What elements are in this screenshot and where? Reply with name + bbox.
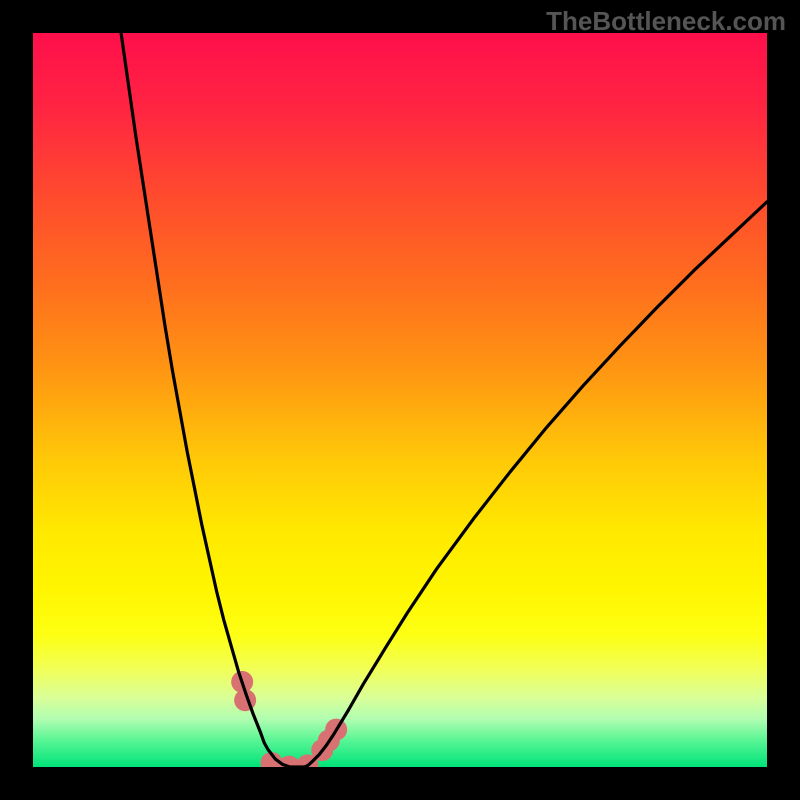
watermark-text: TheBottleneck.com xyxy=(546,6,786,37)
bottleneck-chart xyxy=(0,0,800,800)
gradient-background xyxy=(33,33,767,767)
chart-stage: TheBottleneck.com xyxy=(0,0,800,800)
